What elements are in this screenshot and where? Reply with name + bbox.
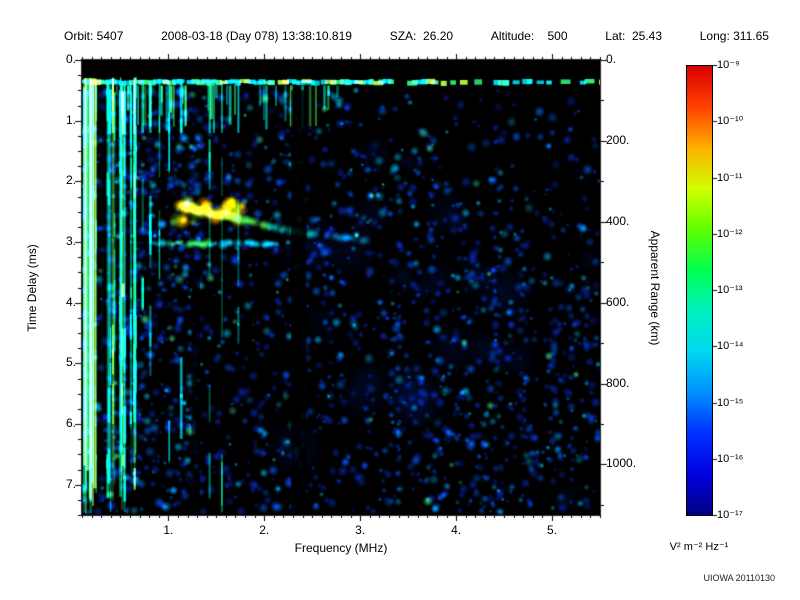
y-left-tick-label-7: 7. — [65, 476, 76, 491]
y-axis-left-label: Time Delay (ms) — [25, 244, 39, 332]
credit-text: UIOWA 20110130 — [703, 573, 775, 583]
colorbar-gradient — [686, 65, 713, 516]
colorbar-tick-label-4: 10⁻¹³ — [717, 284, 743, 296]
colorbar-tick-label-5: 10⁻¹⁴ — [717, 340, 744, 353]
x-tick-label-4: 4. — [451, 523, 462, 537]
x-tick-label-1: 1. — [163, 523, 174, 537]
colorbar-tick-label-2: 10⁻¹¹ — [717, 171, 743, 184]
colorbar-unit-label: V² m⁻² Hz⁻¹ — [669, 541, 729, 553]
spectrogram-canvas — [82, 60, 600, 515]
y-left-tick-label-0: 0. — [65, 52, 76, 66]
colorbar-tick-label-3: 10⁻¹² — [717, 227, 743, 240]
y-right-tick-label-400: 400. — [606, 213, 630, 228]
y-left-tick-label-5: 5. — [65, 355, 76, 370]
y-left-tick-label-4: 4. — [65, 294, 76, 309]
y-left-tick-label-2: 2. — [65, 173, 76, 188]
colorbar-tick-label-6: 10⁻¹⁵ — [717, 396, 744, 409]
y-right-tick-label-0: 0. — [606, 52, 617, 66]
y-right-tick-label-800: 800. — [606, 375, 630, 390]
x-axis-label: Frequency (MHz) — [294, 541, 388, 555]
y-left-tick-label-1: 1. — [65, 112, 76, 127]
y-right-tick-label-200: 200. — [606, 132, 630, 147]
y-right-tick-label-600: 600. — [606, 294, 630, 309]
colorbar-tick-label-8: 10⁻¹⁷ — [717, 509, 743, 521]
y-left-tick-label-6: 6. — [65, 416, 76, 430]
colorbar-tick-label-0: 10⁻⁹ — [717, 59, 740, 71]
y-left-tick-label-3: 3. — [65, 234, 76, 248]
colorbar-tick-label-1: 10⁻¹⁰ — [717, 115, 744, 128]
y-right-tick-label-1000: 1000. — [606, 456, 637, 471]
x-tick-label-2: 2. — [259, 523, 270, 537]
colorbar-tick-label-7: 10⁻¹⁶ — [717, 452, 744, 465]
x-tick-label-3: 3. — [355, 523, 366, 537]
x-tick-label-5: 5. — [547, 523, 558, 537]
y-axis-right-label: Apparent Range (km) — [648, 230, 662, 346]
